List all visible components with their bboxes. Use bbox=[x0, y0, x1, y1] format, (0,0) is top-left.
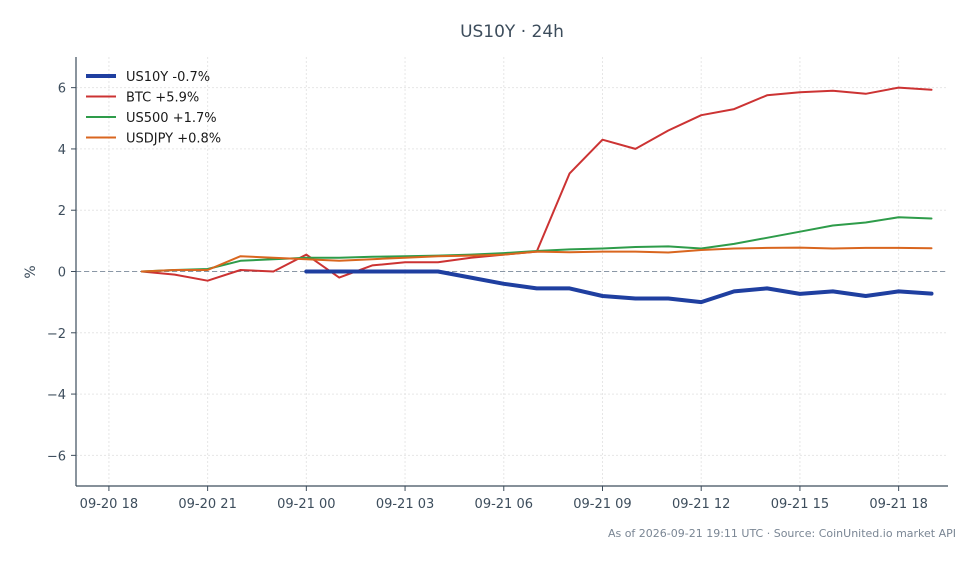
x-tick-label: 09-20 18 bbox=[80, 497, 138, 512]
x-tick-label: 09-21 15 bbox=[771, 497, 829, 512]
series-line-3 bbox=[140, 246, 933, 273]
legend-item: US500 +1.7% bbox=[86, 111, 217, 126]
legend-item: US10Y -0.7% bbox=[86, 70, 210, 85]
x-tick-label: 09-21 09 bbox=[573, 497, 631, 512]
series-lines bbox=[140, 86, 934, 305]
series-line-2 bbox=[140, 216, 933, 273]
legend: US10Y -0.7% BTC +5.9% US500 +1.7% USDJPY +0… bbox=[86, 70, 221, 147]
x-tick-label: 09-21 00 bbox=[277, 497, 335, 512]
legend-label: USDJPY +0.8% bbox=[126, 132, 221, 147]
legend-item: BTC +5.9% bbox=[86, 91, 199, 106]
y-tick-label: 6 bbox=[58, 82, 66, 97]
y-axis-label: % bbox=[23, 265, 39, 278]
x-tick-label: 09-21 06 bbox=[475, 497, 533, 512]
x-tick-label: 09-21 18 bbox=[869, 497, 927, 512]
source-footer: As of 2026-09-21 19:11 UTC · Source: Coi… bbox=[608, 527, 956, 540]
x-tick-label: 09-21 03 bbox=[376, 497, 434, 512]
legend-item: USDJPY +0.8% bbox=[86, 132, 221, 147]
y-tick-label: 4 bbox=[58, 143, 66, 158]
y-tick-label: 2 bbox=[58, 204, 66, 219]
y-tick-label: 0 bbox=[58, 266, 66, 281]
y-tick-label: −4 bbox=[47, 388, 66, 403]
y-tick-label: −6 bbox=[47, 449, 66, 464]
legend-label: BTC +5.9% bbox=[126, 91, 199, 106]
x-tick-label: 09-20 21 bbox=[178, 497, 236, 512]
chart-title: US10Y · 24h bbox=[460, 22, 564, 42]
x-tick-label: 09-21 12 bbox=[672, 497, 730, 512]
axes: 09-20 18 09-20 21 09-21 00 09-21 03 09-21 06… bbox=[47, 57, 948, 512]
series-line-0 bbox=[304, 269, 934, 305]
legend-label: US10Y -0.7% bbox=[126, 70, 210, 85]
legend-label: US500 +1.7% bbox=[126, 111, 217, 126]
y-tick-label: −2 bbox=[47, 327, 66, 342]
